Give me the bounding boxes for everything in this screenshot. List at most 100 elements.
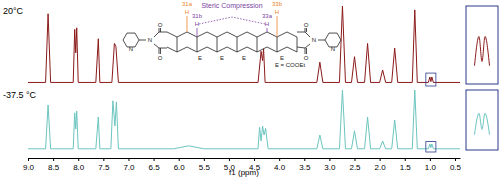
series-label: -37.5 °C — [3, 90, 37, 100]
x-axis-title: f1 (ppm) — [229, 168, 259, 177]
structure — [123, 16, 341, 54]
annotation: 33a — [262, 13, 273, 19]
annotation: N — [331, 46, 335, 52]
inset-frame — [466, 90, 498, 150]
chart-svg: 9.08.58.07.57.06.56.05.55.04.54.03.53.02… — [0, 0, 500, 177]
bond — [160, 28, 161, 32]
annotation: Steric Compression — [201, 2, 262, 10]
x-tick: 0.5 — [450, 158, 462, 172]
x-tick-label: 6.5 — [149, 163, 161, 172]
x-tick: 6.5 — [149, 158, 161, 172]
annotation: E — [220, 55, 224, 61]
x-tick-mark — [355, 158, 356, 161]
x-tick-label: 7.0 — [123, 163, 135, 172]
x-tick-label: 9.0 — [23, 163, 35, 172]
bond — [217, 37, 218, 52]
annotation: N — [129, 46, 133, 52]
bond — [154, 44, 167, 48]
zoom-highlight — [426, 142, 436, 152]
x-tick-mark — [430, 158, 431, 161]
bond — [123, 33, 139, 47]
annotation: O — [158, 22, 163, 28]
x-tick-mark — [304, 158, 305, 161]
x-tick-mark — [179, 158, 180, 161]
x-tick-label: 1.0 — [425, 163, 437, 172]
x-tick-label: 8.5 — [48, 163, 60, 172]
x-tick-label: 7.5 — [98, 163, 110, 172]
bond — [154, 32, 167, 37]
x-tick: 4.0 — [274, 158, 286, 172]
bond — [237, 37, 238, 52]
inset-plot — [475, 37, 490, 66]
inset-plot — [475, 113, 490, 134]
x-tick: 6.0 — [174, 158, 186, 172]
bond — [297, 32, 310, 37]
x-tick: 7.0 — [123, 158, 135, 172]
zoom-highlight — [426, 73, 436, 86]
x-tick-label: 0.5 — [450, 163, 462, 172]
bond — [297, 44, 310, 48]
annotation: H — [265, 21, 269, 27]
x-tick: 1.0 — [425, 158, 437, 172]
bond — [277, 16, 278, 37]
x-tick-mark — [455, 158, 456, 161]
x-tick-mark — [128, 158, 129, 161]
x-tick-mark — [254, 158, 255, 161]
bond — [267, 28, 268, 32]
x-tick-label: 2.0 — [375, 163, 387, 172]
bond — [318, 40, 325, 41]
x-tick-label: 3.0 — [324, 163, 336, 172]
x-tick: 9.0 — [23, 158, 35, 172]
x-tick-label: 6.0 — [174, 163, 186, 172]
x-tick-label: 2.5 — [349, 163, 361, 172]
x-tick-mark — [229, 158, 230, 161]
x-tick: 3.5 — [299, 158, 311, 172]
bond — [177, 37, 178, 52]
x-tick: 8.0 — [73, 158, 85, 172]
x-tick-mark — [279, 158, 280, 161]
bond — [306, 28, 307, 32]
spectrum-line — [28, 6, 460, 82]
x-tick-label: 5.5 — [199, 163, 211, 172]
plot-area — [28, 6, 460, 149]
bond — [199, 17, 265, 24]
inset-frame — [466, 6, 498, 84]
annotation: N — [312, 37, 316, 43]
x-axis-line — [29, 158, 461, 159]
inset-line — [475, 37, 490, 66]
bond — [257, 37, 258, 52]
annotation: O — [304, 22, 309, 28]
x-tick-mark — [405, 158, 406, 161]
x-tick-mark — [204, 158, 205, 161]
x-tick-label: 4.0 — [274, 163, 286, 172]
annotation: H — [185, 9, 189, 15]
x-tick-mark — [329, 158, 330, 161]
annotation: O — [158, 55, 163, 61]
annotation: O — [304, 55, 309, 61]
annotation: N — [148, 37, 152, 43]
x-tick: 3.0 — [324, 158, 336, 172]
bond — [187, 16, 188, 32]
bond — [160, 48, 161, 54]
spectrum-line — [28, 90, 460, 149]
x-tick-mark — [53, 158, 54, 161]
x-tick-mark — [78, 158, 79, 161]
x-tick-label: 8.0 — [73, 163, 85, 172]
x-tick: 1.5 — [400, 158, 412, 172]
bond — [139, 40, 146, 41]
x-tick-mark — [380, 158, 381, 161]
x-tick-mark — [103, 158, 104, 161]
bond — [197, 37, 198, 52]
annotation: 31b — [192, 13, 203, 19]
bond — [197, 28, 198, 37]
x-tick: 7.5 — [98, 158, 110, 172]
annotation: E = COOEt — [275, 62, 306, 68]
x-tick-label: 1.5 — [400, 163, 412, 172]
annotation: H — [195, 21, 199, 27]
bond — [305, 48, 306, 54]
x-tick: 2.0 — [375, 158, 387, 172]
annotation: E — [198, 55, 202, 61]
bond — [325, 33, 341, 47]
bond — [306, 48, 307, 54]
x-tick-label: 3.5 — [299, 163, 311, 172]
